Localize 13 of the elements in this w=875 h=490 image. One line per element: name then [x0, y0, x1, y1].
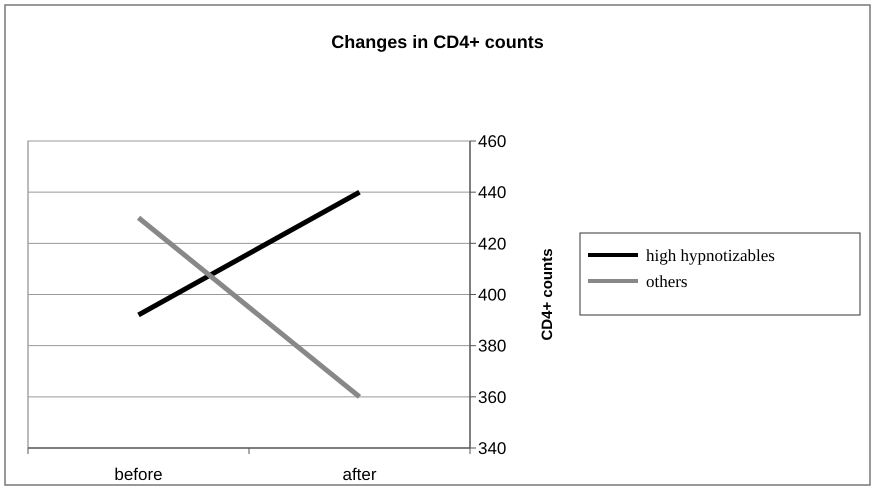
- x-tick-label: before: [114, 465, 163, 484]
- y-tick-label: 340: [478, 438, 506, 458]
- y-tick-label: 460: [478, 132, 506, 151]
- y-tick-label: 380: [478, 336, 506, 356]
- legend-label: others: [646, 272, 688, 291]
- y-tick-label: 440: [478, 183, 506, 202]
- legend-label: high hypnotizables: [646, 246, 775, 265]
- y-tick-label: 360: [478, 388, 506, 407]
- y-tick-label: 400: [478, 285, 506, 304]
- y-axis-title: CD4+ counts: [539, 248, 556, 341]
- y-tick-label: 420: [478, 234, 506, 254]
- x-tick-label: after: [342, 465, 377, 484]
- chart-title: Changes in CD4+ counts: [331, 32, 544, 52]
